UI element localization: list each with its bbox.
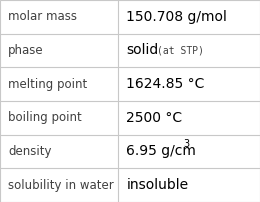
Text: (at STP): (at STP) (157, 45, 204, 56)
Text: melting point: melting point (8, 78, 87, 91)
Text: boiling point: boiling point (8, 111, 82, 124)
Text: solubility in water: solubility in water (8, 179, 114, 192)
Text: phase: phase (8, 44, 44, 57)
Text: 6.95 g/cm: 6.95 g/cm (126, 144, 196, 159)
Text: solid: solid (126, 43, 159, 58)
Text: 2500 °C: 2500 °C (126, 111, 183, 125)
Text: 3: 3 (183, 139, 190, 149)
Text: 150.708 g/mol: 150.708 g/mol (126, 10, 227, 24)
Text: molar mass: molar mass (8, 10, 77, 23)
Text: 1624.85 °C: 1624.85 °C (126, 77, 205, 91)
Text: density: density (8, 145, 51, 158)
Text: insoluble: insoluble (126, 178, 188, 192)
